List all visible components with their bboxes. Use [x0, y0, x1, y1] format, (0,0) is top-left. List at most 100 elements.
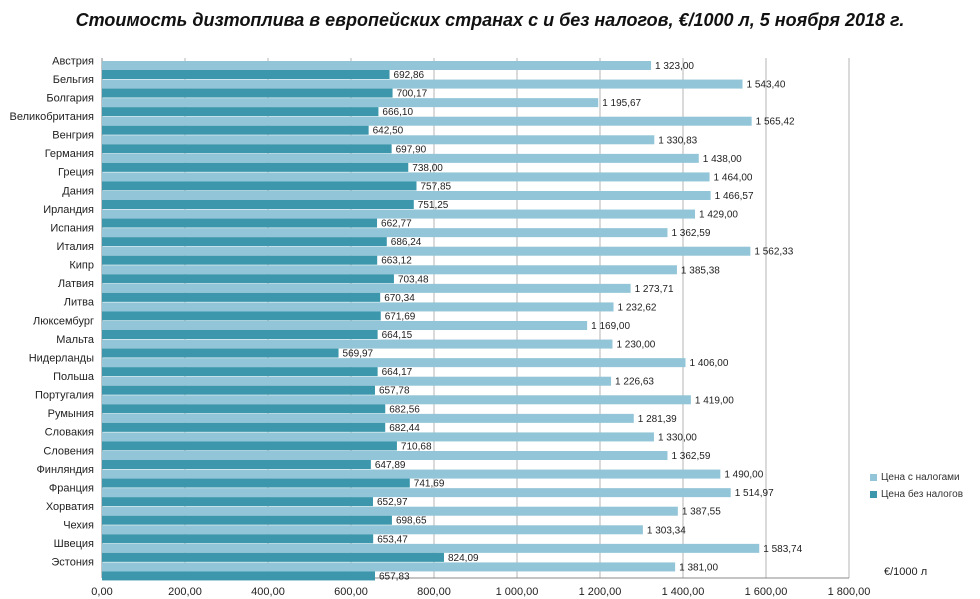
data-label-without-tax: 710,68: [401, 441, 432, 452]
data-label-with-tax: 1 226,63: [615, 377, 654, 388]
chart-title: Стоимость дизтоплива в европейских стран…: [75, 10, 905, 30]
bar-without-tax: [102, 70, 390, 79]
bar-with-tax: [102, 172, 710, 182]
bar-with-tax: [102, 395, 691, 405]
category-label: Мальта: [56, 334, 95, 346]
bar-without-tax: [102, 460, 371, 469]
bar-without-tax: [102, 311, 381, 321]
legend-label-without-tax: Цена без налогов: [881, 489, 964, 500]
data-label-with-tax: 1 230,00: [616, 340, 655, 351]
category-label: Люксембург: [33, 315, 94, 327]
bar-without-tax: [102, 255, 378, 265]
category-label: Австрия: [52, 55, 94, 67]
data-label-without-tax: 757,85: [421, 181, 452, 192]
bar-with-tax: [102, 79, 743, 89]
category-label: Дания: [62, 185, 94, 197]
bar-with-tax: [102, 135, 655, 145]
bar-without-tax: [102, 348, 339, 358]
bar-with-tax: [102, 265, 677, 275]
category-label: Великобритания: [10, 111, 95, 123]
category-label: Финляндия: [36, 464, 94, 476]
data-label-with-tax: 1 429,00: [699, 210, 738, 221]
data-label-with-tax: 1 362,59: [671, 451, 710, 462]
bar-without-tax: [102, 200, 414, 209]
category-label: Польша: [53, 371, 95, 383]
bar-without-tax: [102, 237, 387, 247]
bars: 1 323,00 692,86 1 543,40 700,17 1 195,67 666,…: [102, 61, 803, 582]
data-label-without-tax: 657,83: [379, 571, 410, 582]
bar-with-tax: [102, 98, 599, 108]
bar-with-tax: [102, 432, 654, 442]
bar-without-tax: [102, 144, 392, 154]
bar-without-tax: [102, 162, 409, 172]
category-label: Италия: [57, 241, 95, 253]
data-label-without-tax: 671,69: [385, 311, 416, 322]
bar-without-tax: [102, 422, 386, 432]
x-tick-label: 1 600,00: [745, 586, 788, 598]
data-label-without-tax: 698,65: [396, 516, 427, 527]
bar-with-tax: [102, 469, 721, 479]
bar-with-tax: [102, 61, 652, 70]
data-label-without-tax: 700,17: [397, 89, 428, 100]
x-tick-label: 1 000,00: [496, 586, 539, 598]
bar-with-tax: [102, 116, 752, 126]
data-label-without-tax: 751,25: [418, 200, 449, 211]
bar-without-tax: [102, 88, 393, 98]
category-label: Швеция: [54, 538, 94, 550]
bar-with-tax: [102, 191, 711, 200]
category-labels: Австрия Бельгия Болгария Великобритания Венг…: [10, 55, 95, 568]
legend-label-with-tax: Цена с налогами: [881, 472, 960, 483]
bar-without-tax: [102, 125, 369, 135]
category-label: Бельгия: [53, 74, 94, 86]
x-tick-label: 800,00: [417, 586, 451, 598]
category-label: Эстония: [51, 557, 94, 569]
bar-without-tax: [102, 367, 378, 377]
data-label-with-tax: 1 330,83: [658, 135, 697, 146]
data-label-without-tax: 647,89: [375, 460, 406, 471]
x-tick-label: 200,00: [168, 586, 202, 598]
data-label-without-tax: 664,17: [382, 367, 413, 378]
bar-with-tax: [102, 209, 696, 219]
category-label: Нидерланды: [29, 352, 94, 364]
bar-with-tax: [102, 321, 588, 330]
data-label-with-tax: 1 543,40: [747, 80, 786, 91]
x-tick-label: 0,00: [91, 586, 112, 598]
category-label: Португалия: [35, 390, 94, 402]
data-label-without-tax: 670,34: [384, 293, 415, 304]
legend-item-with-tax: Цена с налогами: [870, 472, 960, 483]
data-label-without-tax: 642,50: [373, 126, 404, 137]
bar-with-tax: [102, 228, 668, 238]
data-label-with-tax: 1 514,97: [735, 488, 774, 499]
data-label-without-tax: 686,24: [391, 237, 422, 248]
bar-without-tax: [102, 497, 373, 507]
bar-without-tax: [102, 478, 410, 488]
data-label-with-tax: 1 490,00: [724, 470, 763, 481]
data-label-without-tax: 657,78: [379, 386, 410, 397]
data-label-with-tax: 1 565,42: [756, 117, 795, 128]
bar-with-tax: [102, 525, 643, 535]
data-label-without-tax: 663,12: [381, 256, 412, 267]
category-label: Франция: [49, 482, 94, 494]
data-label-with-tax: 1 562,33: [754, 247, 793, 258]
bar-without-tax: [102, 218, 378, 228]
category-label: Ирландия: [43, 204, 94, 216]
data-label-without-tax: 664,15: [382, 330, 413, 341]
bar-with-tax: [102, 451, 668, 460]
category-label: Латвия: [58, 278, 94, 290]
bar-without-tax: [102, 292, 381, 302]
legend-swatch-with-tax: [870, 473, 877, 481]
bar-without-tax: [102, 571, 375, 581]
data-label-with-tax: 1 362,59: [671, 228, 710, 239]
bar-with-tax: [102, 358, 686, 368]
category-label: Испания: [50, 222, 94, 234]
data-label-without-tax: 697,90: [396, 144, 427, 155]
data-label-with-tax: 1 387,55: [682, 507, 721, 518]
data-label-with-tax: 1 169,00: [591, 321, 630, 332]
bar-without-tax: [102, 534, 374, 544]
data-label-with-tax: 1 281,39: [638, 414, 677, 425]
bar-with-tax: [102, 376, 612, 386]
data-label-with-tax: 1 232,62: [618, 302, 657, 313]
data-label-with-tax: 1 419,00: [695, 395, 734, 406]
category-label: Словакия: [45, 427, 94, 439]
